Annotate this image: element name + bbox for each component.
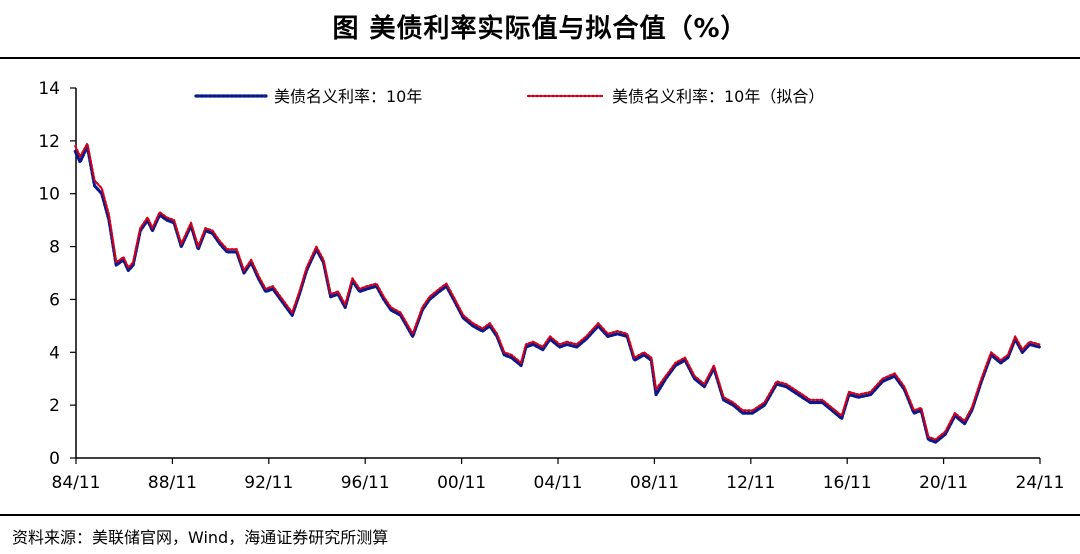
y-tick-label: 12 xyxy=(38,132,60,152)
x-tick-label: 96/11 xyxy=(341,473,390,493)
x-tick-label: 08/11 xyxy=(630,473,679,493)
y-tick-label: 6 xyxy=(49,290,60,310)
x-tick-label: 12/11 xyxy=(726,473,775,493)
legend-label: 美债名义利率：10年 xyxy=(274,87,422,106)
chart-title: 图 美债利率实际值与拟合值（%） xyxy=(332,14,748,44)
y-tick-label: 10 xyxy=(38,185,60,205)
y-tick-label: 4 xyxy=(49,343,60,363)
y-tick-label: 0 xyxy=(49,449,60,469)
x-tick-label: 92/11 xyxy=(244,473,293,493)
x-tick-label: 84/11 xyxy=(52,473,101,493)
x-tick-label: 00/11 xyxy=(437,473,486,493)
title-rule xyxy=(0,57,1080,59)
series-line-fitted xyxy=(74,142,1041,441)
legend-label: 美债名义利率：10年（拟合） xyxy=(612,87,824,106)
x-tick-label: 20/11 xyxy=(919,473,968,493)
x-tick-label: 24/11 xyxy=(1016,473,1065,493)
y-tick-label: 14 xyxy=(38,79,60,99)
y-tick-label: 2 xyxy=(49,396,60,416)
x-tick-label: 88/11 xyxy=(148,473,197,493)
source-rule xyxy=(0,514,1080,516)
source-note: 资料来源：美联储官网，Wind，海通证券研究所测算 xyxy=(12,528,389,547)
series-line-actual xyxy=(73,144,1041,444)
x-tick-label: 04/11 xyxy=(534,473,583,493)
x-tick-label: 16/11 xyxy=(823,473,872,493)
y-tick-label: 8 xyxy=(49,238,60,258)
